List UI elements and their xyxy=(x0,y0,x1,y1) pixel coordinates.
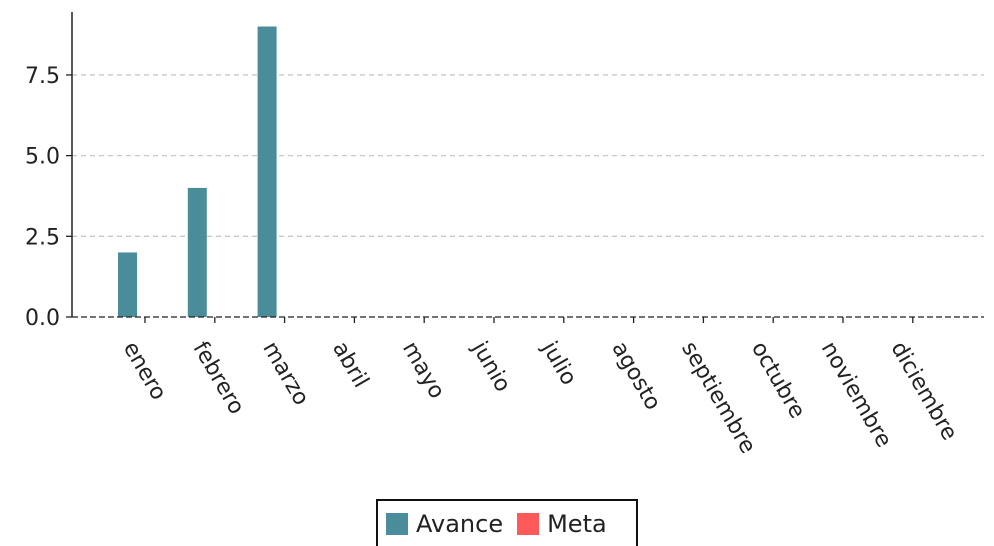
x-tick-label: diciembre xyxy=(886,338,962,445)
x-tick-label: marzo xyxy=(257,338,313,410)
axes xyxy=(71,12,984,318)
x-tick-label: octubre xyxy=(746,338,810,423)
x-tick-label: septiembre xyxy=(676,338,760,459)
x-tick-label: enero xyxy=(118,338,171,405)
x-tick-label: febrero xyxy=(188,338,249,419)
x-ticks: enero febrero marzo abril mayo junio julio agos… xyxy=(118,317,962,458)
grid-lines xyxy=(72,74,984,237)
legend-item-avance: Avance xyxy=(386,510,503,538)
x-tick-label: noviembre xyxy=(816,338,896,452)
x-tick-label: julio xyxy=(536,337,581,390)
y-tick-label: 2.5 xyxy=(25,225,60,250)
legend-label-meta: Meta xyxy=(547,509,607,538)
bar-avance-marzo xyxy=(257,26,277,318)
y-tick-label: 0.0 xyxy=(25,306,60,331)
legend: Avance Meta xyxy=(376,499,638,546)
legend-item-meta: Meta xyxy=(517,510,607,538)
x-tick-label: abril xyxy=(327,338,373,393)
legend-swatch-meta xyxy=(517,512,540,535)
x-tick-label: mayo xyxy=(397,338,449,404)
x-tick-label: junio xyxy=(466,337,515,397)
legend-label-avance: Avance xyxy=(416,509,504,538)
y-tick-label: 7.5 xyxy=(25,64,60,89)
bars xyxy=(118,26,277,318)
legend-swatch-avance xyxy=(386,512,408,535)
y-ticks: 0.0 2.5 5.0 7.5 xyxy=(25,64,72,331)
x-tick-label: agosto xyxy=(606,338,665,415)
bar-avance-febrero xyxy=(187,187,207,317)
y-tick-label: 5.0 xyxy=(25,145,60,170)
bar-avance-enero xyxy=(118,252,137,317)
